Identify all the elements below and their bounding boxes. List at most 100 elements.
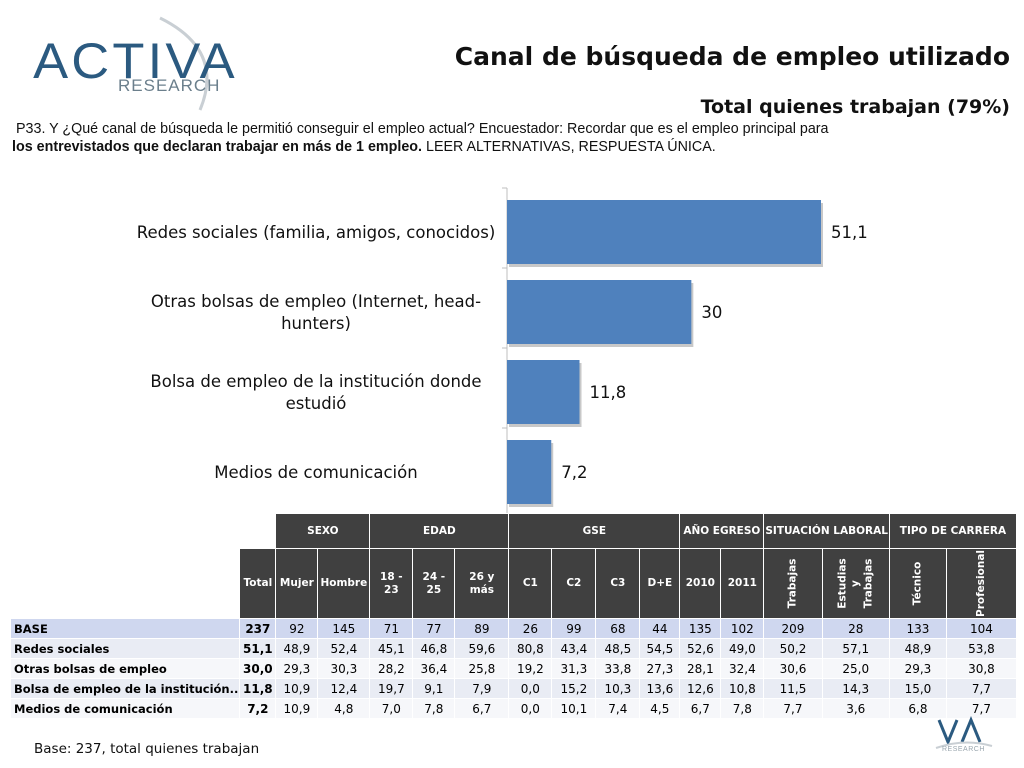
table-cell: 0,0 <box>508 698 553 719</box>
table-cell: 29,3 <box>888 658 947 679</box>
table-cell: 104 <box>945 618 1017 639</box>
table-row: BASE 237 92 145 71 77 89 26 99 68 44 135 102 209 28 133… <box>9 618 1017 639</box>
table-cell: 25,8 <box>454 658 510 679</box>
table-group-header-row: SEXO EDAD GSE AÑO EGRESO SITUACIÓN LABOR… <box>9 513 1017 549</box>
table-cell: 0,0 <box>508 678 553 699</box>
table-cell: 10,1 <box>551 698 597 719</box>
table-cell: 6,8 <box>888 698 947 719</box>
col-header-hombre: Hombre <box>317 548 371 619</box>
table-cell: 11,5 <box>763 678 823 699</box>
bar-value-label: 7,2 <box>561 463 587 482</box>
category-label: Medios de comunicación <box>214 463 417 482</box>
table-cell: 50,2 <box>763 638 823 659</box>
table-cell: 10,8 <box>720 678 765 699</box>
table-cell: 46,8 <box>412 638 456 659</box>
table-cell: 30,3 <box>317 658 371 679</box>
table-cell: 7,8 <box>720 698 765 719</box>
page-subtitle: Total quienes trabajan (79%) <box>700 96 1010 118</box>
logo-wordmark: ACTIVA <box>33 33 238 89</box>
table-cell: 10,9 <box>275 698 319 719</box>
bar-2 <box>507 360 580 424</box>
category-label-line: estudió <box>286 394 347 413</box>
table-cell: 29,3 <box>275 658 319 679</box>
table-cell: 80,8 <box>508 638 553 659</box>
table-cell: 7,7 <box>945 698 1017 719</box>
table-cell: 77 <box>412 618 456 639</box>
question-text: P33. Y ¿Qué canal de búsqueda le permiti… <box>12 120 1002 156</box>
table-row-label: Redes sociales <box>9 638 241 659</box>
col-header-2011: 2011 <box>720 548 765 619</box>
question-line-1: P33. Y ¿Qué canal de búsqueda le permiti… <box>16 121 829 137</box>
group-header-ano-egreso: AÑO EGRESO <box>679 513 765 549</box>
table-cell: 30,6 <box>763 658 823 679</box>
activa-small-logo: RESEARCH <box>934 712 994 760</box>
table-cell: 99 <box>551 618 597 639</box>
category-label-line: hunters) <box>281 314 351 333</box>
table-cell: 9,1 <box>412 678 456 699</box>
category-label: Redes sociales (familia, amigos, conocid… <box>137 223 496 242</box>
col-header-estudias-trabajas-text: Estudias y Trabajas <box>836 555 875 613</box>
question-line-2: los entrevistados que declaran trabajar … <box>12 138 1002 156</box>
bar-value-label: 11,8 <box>590 383 627 402</box>
table-cell: 59,6 <box>454 638 510 659</box>
row-label-header-blank <box>9 548 241 619</box>
col-header-c1: C1 <box>508 548 553 619</box>
table-body: BASE 237 92 145 71 77 89 26 99 68 44 135 102 209 28 133… <box>9 618 1017 719</box>
group-header-sexo: SEXO <box>275 513 371 549</box>
table-row: Bolsa de empleo de la institución.. 11,8 1… <box>9 678 1017 699</box>
small-logo-mark-icon <box>935 716 993 749</box>
table-cell: 6,7 <box>454 698 510 719</box>
table-row-label: Bolsa de empleo de la institución.. <box>9 678 241 699</box>
table-row: Otras bolsas de empleo 30,0 29,3 30,3 28,2 36… <box>9 658 1017 679</box>
table-row: Medios de comunicación 7,2 10,9 4,8 7,0 7,8 6,… <box>9 698 1017 719</box>
table-cell: 10,3 <box>595 678 641 699</box>
table-cell: 48,9 <box>888 638 947 659</box>
table-cell: 102 <box>720 618 765 639</box>
group-header-edad: EDAD <box>369 513 510 549</box>
bar-3 <box>507 440 552 504</box>
table-cell: 48,9 <box>275 638 319 659</box>
table-cell: 3,6 <box>821 698 890 719</box>
table-cell: 10,9 <box>275 678 319 699</box>
table-cell: 28,1 <box>679 658 722 679</box>
activa-research-logo: ACTIVA RESEARCH <box>10 10 235 115</box>
table-cell: 68 <box>595 618 641 639</box>
category-label-line: Medios de comunicación <box>214 463 417 482</box>
group-header-tipo-carrera: TIPO DE CARRERA <box>888 513 1017 549</box>
crosstab-table: SEXO EDAD GSE AÑO EGRESO SITUACIÓN LABOR… <box>9 513 1017 719</box>
bar-value-label: 30 <box>701 303 722 322</box>
col-header-24-25: 24 - 25 <box>412 548 456 619</box>
col-header-c3: C3 <box>595 548 641 619</box>
logo-subtext: RESEARCH <box>118 76 221 95</box>
col-header-2010: 2010 <box>679 548 722 619</box>
table-cell: 7,9 <box>454 678 510 699</box>
col-header-tecnico: Técnico <box>888 548 947 619</box>
table-column-header-row: Total Mujer Hombre 18 - 23 24 - 25 26 y … <box>9 548 1017 619</box>
table-cell: 4,5 <box>639 698 681 719</box>
category-label-line: Redes sociales (familia, amigos, conocid… <box>137 223 496 242</box>
col-header-de: D+E <box>639 548 681 619</box>
col-header-18-23: 18 - 23 <box>369 548 414 619</box>
table-cell: 44 <box>639 618 681 639</box>
table-cell: 19,7 <box>369 678 414 699</box>
table-cell: 7,8 <box>412 698 456 719</box>
col-header-profesional: Profesional <box>945 548 1017 619</box>
table-cell: 7,7 <box>763 698 823 719</box>
table-cell: 135 <box>679 618 722 639</box>
question-line-2-bold: los entrevistados que declaran trabajar … <box>12 139 423 155</box>
table-cell: 57,1 <box>821 638 890 659</box>
table-cell: 71 <box>369 618 414 639</box>
table-cell: 209 <box>763 618 823 639</box>
table-cell: 48,5 <box>595 638 641 659</box>
table-cell: 28 <box>821 618 890 639</box>
bar-0 <box>507 200 821 264</box>
col-header-total: Total <box>239 548 277 619</box>
table-cell: 12,4 <box>317 678 371 699</box>
table-cell: 25,0 <box>821 658 890 679</box>
col-header-estudias-line: Trabajas <box>862 558 875 609</box>
logo-arc-icon <box>159 16 209 111</box>
table-cell: 89 <box>454 618 510 639</box>
col-header-tecnico-text: Técnico <box>911 561 924 606</box>
table-cell: 27,3 <box>639 658 681 679</box>
group-header-situacion-laboral: SITUACIÓN LABORAL <box>763 513 890 549</box>
